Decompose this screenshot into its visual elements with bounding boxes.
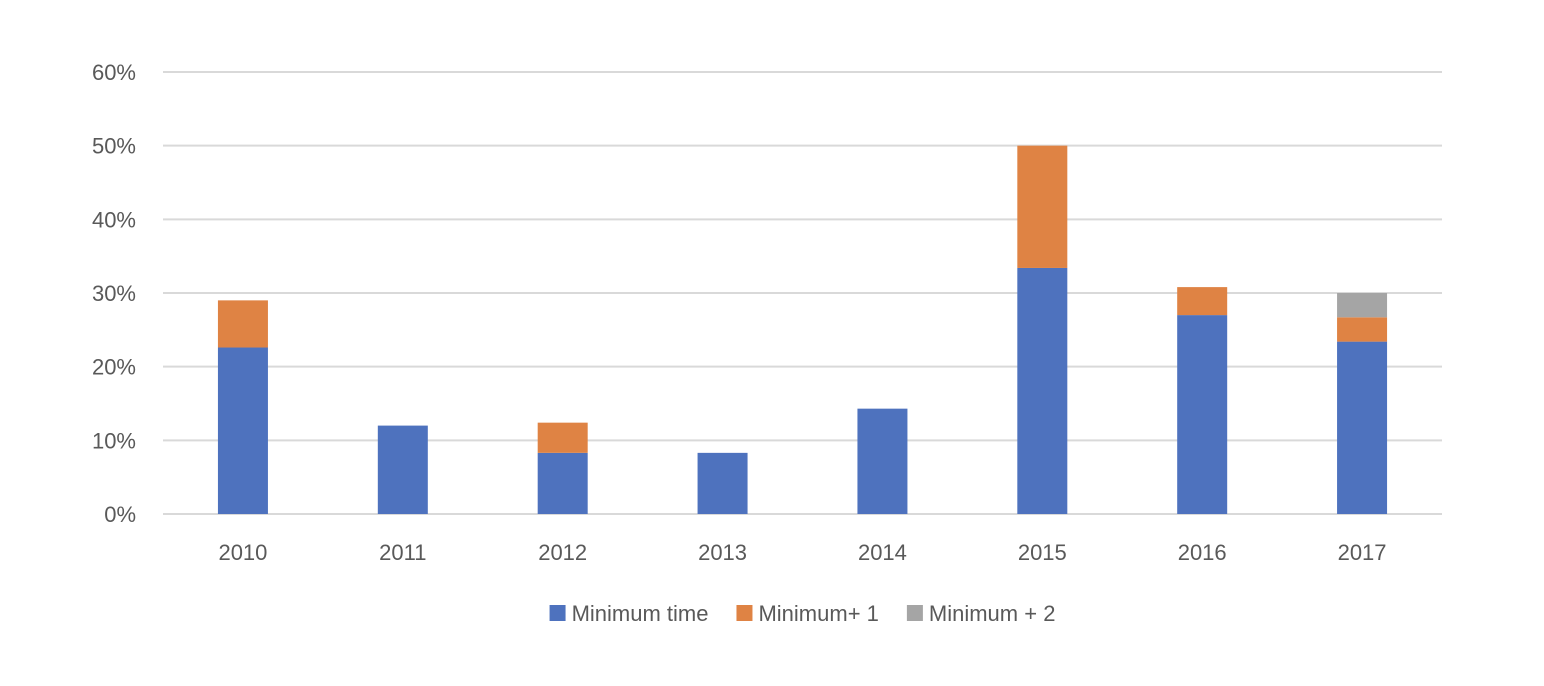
legend-swatch-series-1 <box>736 605 753 621</box>
legend-label: Minimum + 2 <box>929 601 1056 626</box>
bar-segment-2015-series-1 <box>1017 145 1068 268</box>
legend-label: Minimum+ 1 <box>758 601 878 626</box>
x-tick-label: 2015 <box>1018 540 1067 565</box>
legend-swatch-series-2 <box>906 605 923 621</box>
legend-label: Minimum time <box>572 601 709 626</box>
bar-segment-2010-series-1 <box>217 300 268 348</box>
bar-segment-2016-series-1 <box>1177 287 1228 316</box>
x-tick-label: 2011 <box>379 540 426 565</box>
y-tick-label: 40% <box>92 207 136 232</box>
x-tick-label: 2016 <box>1178 540 1227 565</box>
x-tick-label: 2013 <box>698 540 747 565</box>
bar-segment-2012-series-1 <box>537 422 588 453</box>
bars <box>217 145 1388 514</box>
y-tick-label: 0% <box>104 502 136 527</box>
gridlines <box>163 71 1442 515</box>
bar-segment-2013-series-0 <box>697 452 748 514</box>
x-axis-tick-labels: 2010 2011 2012 2013 2014 2015 2016 2017 <box>218 540 1386 565</box>
legend: Minimum time Minimum+ 1 Minimum + 2 <box>549 601 1056 626</box>
bar-segment-2010-series-0 <box>217 347 268 514</box>
bar-segment-2011-series-0 <box>377 425 428 514</box>
y-tick-label: 30% <box>92 281 136 306</box>
x-tick-label: 2010 <box>218 540 267 565</box>
bar-segment-2017-series-0 <box>1337 341 1388 514</box>
y-axis-tick-labels: 0% 10% 20% 30% 40% 50% 60% <box>92 60 136 527</box>
bar-segment-2012-series-0 <box>537 452 588 514</box>
bar-segment-2015-series-0 <box>1017 267 1068 514</box>
bar-segment-2017-series-1 <box>1337 317 1388 342</box>
x-tick-label: 2017 <box>1338 540 1387 565</box>
y-tick-label: 20% <box>92 355 136 380</box>
legend-swatch-series-0 <box>549 605 566 621</box>
bar-segment-2017-series-2 <box>1337 293 1388 318</box>
y-tick-label: 10% <box>92 428 136 453</box>
y-tick-label: 60% <box>92 60 136 85</box>
y-tick-label: 50% <box>92 134 136 159</box>
x-tick-label: 2014 <box>858 540 907 565</box>
bar-segment-2016-series-0 <box>1177 315 1228 514</box>
x-tick-label: 2012 <box>538 540 587 565</box>
bar-segment-2014-series-0 <box>857 408 908 514</box>
